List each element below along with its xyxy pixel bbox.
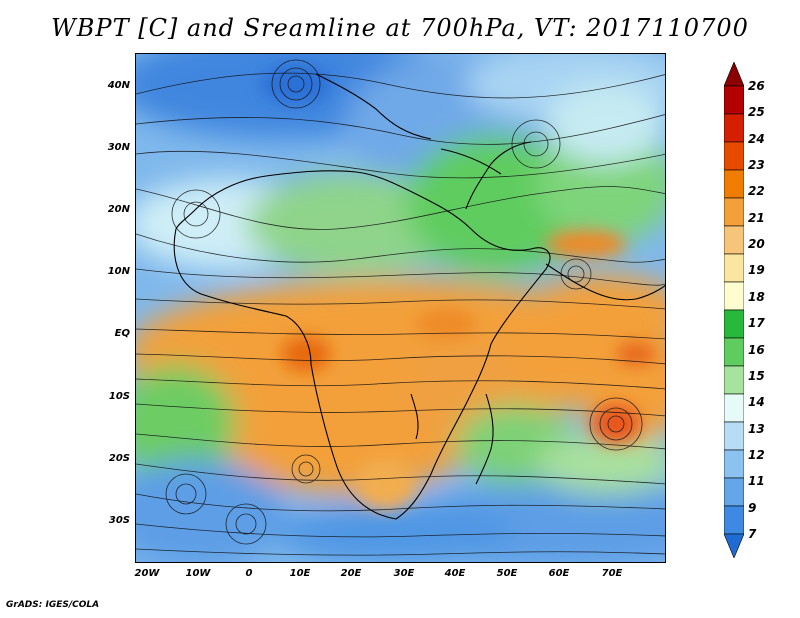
lon-label-20w: 20W: [134, 568, 160, 579]
wbpt-field: [136, 54, 665, 562]
lat-label-10n: 10N: [107, 266, 130, 277]
lat-label-20s: 20S: [108, 453, 130, 464]
colorbar-segment: [724, 225, 744, 255]
colorbar-segment: [724, 337, 744, 367]
colorbar-tick-label: 23: [748, 158, 765, 173]
colorbar-segment: [724, 281, 744, 311]
colorbar-tick-label: 26: [748, 79, 765, 93]
colorbar-segment: [724, 505, 744, 535]
colorbar-segment: [724, 393, 744, 423]
colorbar-segment: [724, 449, 744, 479]
lat-label-10s: 10S: [108, 391, 130, 402]
colorbar-tick-label: 25: [748, 105, 765, 120]
lon-label-40e: 40E: [444, 568, 466, 579]
lon-label-70e: 70E: [601, 568, 623, 579]
colorbar-tick-label: 11: [748, 474, 765, 489]
coastlines: [173, 73, 665, 520]
chart-title: WBPT [C] and Sreamline at 700hPa, VT: 20…: [51, 14, 749, 42]
lon-label-20e: 20E: [340, 568, 362, 579]
colorbar-segments: [724, 62, 744, 558]
colorbar-tick-label: 18: [748, 289, 765, 304]
lon-label-0: 0: [245, 568, 253, 579]
colorbar-segment: [724, 141, 744, 171]
colorbar-tick-label: 19: [748, 263, 765, 278]
lat-label-40n: 40N: [107, 80, 130, 91]
colorbar-segment: [724, 477, 744, 507]
lon-label-60e: 60E: [548, 568, 570, 579]
lat-label-30n: 30N: [107, 142, 130, 153]
colorbar-segment: [724, 85, 744, 115]
lat-label-20n: 20N: [107, 204, 130, 215]
colorbar-tick-label: 15: [748, 368, 765, 383]
credit-text: GrADS: IGES/COLA: [6, 600, 100, 610]
colorbar-tick-label: 22: [748, 184, 765, 199]
colorbar-tick-label: 24: [748, 131, 765, 146]
colorbar-tick-label: 12: [748, 447, 765, 462]
colorbar-segment: [724, 113, 744, 143]
colorbar: [724, 62, 744, 558]
colorbar-tick-label: 9: [748, 500, 757, 515]
colorbar-tick-label: 21: [748, 210, 765, 225]
colorbar-bottom-cap: [724, 533, 744, 558]
lon-label-50e: 50E: [496, 568, 518, 579]
lon-label-30e: 30E: [393, 568, 415, 579]
colorbar-segment: [724, 309, 744, 339]
lat-label-eq: EQ: [114, 328, 130, 339]
map-field-svg: [136, 54, 665, 562]
colorbar-segment: [724, 169, 744, 199]
map-plot-area: [135, 53, 666, 563]
lon-label-10w: 10W: [185, 568, 211, 579]
lat-label-30s: 30S: [108, 515, 130, 526]
colorbar-tick-label: 13: [748, 421, 765, 436]
colorbar-tick-label: 16: [748, 342, 765, 357]
lon-label-10e: 10E: [289, 568, 311, 579]
colorbar-tick-label: 7: [748, 527, 757, 541]
colorbar-top-cap: [724, 62, 744, 87]
colorbar-tick-label: 20: [748, 237, 765, 252]
colorbar-segment: [724, 365, 744, 395]
colorbar-tick-label: 17: [748, 316, 765, 331]
colorbar-tick-label: 14: [748, 395, 765, 410]
colorbar-segment: [724, 421, 744, 451]
colorbar-segment: [724, 197, 744, 227]
colorbar-segment: [724, 253, 744, 283]
